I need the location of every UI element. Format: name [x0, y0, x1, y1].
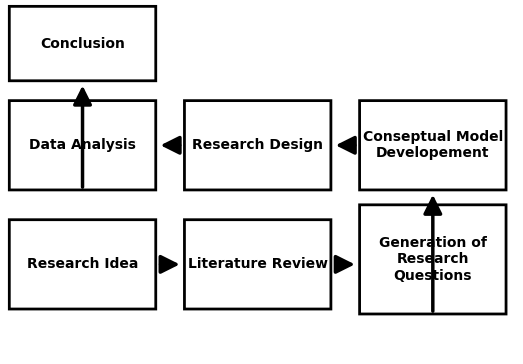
Text: Generation of
Research
Questions: Generation of Research Questions [379, 236, 487, 282]
Text: Data Analysis: Data Analysis [29, 138, 136, 152]
Text: Research Idea: Research Idea [27, 257, 138, 272]
FancyBboxPatch shape [9, 6, 156, 81]
Text: Research Design: Research Design [192, 138, 323, 152]
Text: Conclusion: Conclusion [40, 36, 125, 51]
FancyBboxPatch shape [185, 220, 331, 309]
FancyBboxPatch shape [9, 220, 156, 309]
Text: Literature Review: Literature Review [188, 257, 328, 272]
FancyBboxPatch shape [360, 100, 506, 190]
Text: Conseptual Model
Developement: Conseptual Model Developement [362, 130, 503, 161]
FancyBboxPatch shape [9, 100, 156, 190]
FancyBboxPatch shape [360, 205, 506, 314]
FancyBboxPatch shape [185, 100, 331, 190]
